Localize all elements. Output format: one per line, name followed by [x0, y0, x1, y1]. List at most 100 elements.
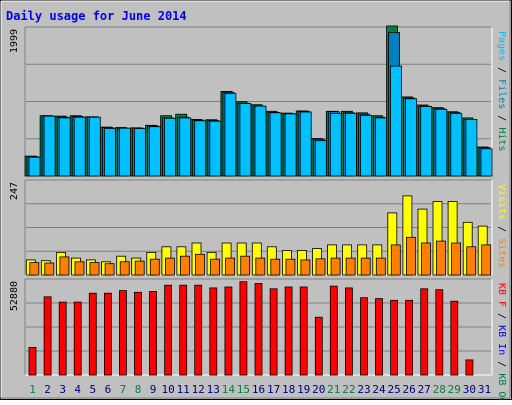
bar-sites-day-7 — [119, 261, 130, 276]
bar-pages-day-27 — [420, 106, 433, 177]
bar-kb-f-day-29 — [450, 300, 459, 376]
bar-kb-f-day-2 — [43, 296, 52, 376]
bar-pages-day-28 — [435, 109, 448, 177]
bar-kb-f-day-20 — [314, 316, 323, 376]
bar-pages-day-31 — [480, 148, 493, 177]
x-tick-label: 1 — [29, 383, 36, 396]
bar-kb-f-day-26 — [405, 299, 414, 376]
bar-kb-f-day-9 — [149, 291, 157, 376]
x-tick-label: 11 — [177, 383, 190, 396]
bar-sites-day-18 — [285, 258, 296, 276]
series-label-part: Hits — [496, 127, 507, 151]
bar-sites-day-23 — [360, 257, 371, 276]
panel-series-label: Visits / Sites — [496, 184, 507, 268]
bar-pages-day-7 — [119, 127, 131, 177]
x-tick-label: 30 — [463, 383, 476, 396]
x-tick-label: 14 — [222, 383, 236, 396]
x-tick-label: 4 — [74, 383, 81, 396]
series-label-part: Pages — [496, 31, 507, 61]
bar-pages-day-19 — [299, 111, 312, 177]
series-label-part: / — [496, 220, 507, 238]
bar-pages-day-22 — [344, 113, 357, 177]
bar-pages-day-25 — [390, 65, 403, 177]
x-tick-label: 18 — [282, 383, 295, 396]
x-tick-label: 27 — [418, 383, 431, 396]
bar-kb-f-day-21 — [329, 285, 338, 376]
x-tick-label: 23 — [357, 383, 370, 396]
bar-pages-day-17 — [269, 112, 282, 177]
bar-sites-day-19 — [300, 259, 311, 276]
bar-pages-day-1 — [28, 156, 41, 177]
x-tick-label: 3 — [59, 383, 66, 396]
bar-kb-f-day-5 — [88, 292, 97, 376]
bar-kb-f-day-6 — [104, 292, 112, 376]
panel-top: 1999 Pages / Files / Hits — [9, 25, 507, 177]
bar-pages-day-5 — [88, 116, 101, 177]
bar-sites-day-22 — [345, 257, 356, 276]
bar-kb-f-day-11 — [179, 284, 188, 376]
bar-pages-day-8 — [134, 128, 146, 177]
bar-sites-day-5 — [89, 262, 100, 276]
series-label-part: Files — [496, 79, 507, 109]
series-label-part: / — [496, 307, 507, 325]
panel-bottom: 52880 KB F / KB In / KB Out — [9, 278, 507, 405]
panel-middle: 247 Visits / Sites — [9, 179, 507, 276]
bar-pages-day-30 — [465, 119, 478, 177]
bar-sites-day-12 — [195, 253, 205, 276]
bar-pages-day-12 — [194, 120, 207, 177]
series-label-part: / — [496, 61, 507, 79]
series-label-part: / — [496, 109, 507, 127]
bar-kb-f-day-14 — [224, 286, 233, 376]
x-axis-labels: 1 2 3 4 5 6 7 8 9 10 11 12 13 14 15 16 17 18 19 20 21 22 23 24 2… — [29, 383, 491, 396]
x-tick-label: 10 — [161, 383, 174, 396]
bar-sites-day-25 — [390, 244, 401, 276]
bar-kb-f-day-19 — [299, 286, 308, 376]
bar-sites-day-13 — [210, 258, 221, 276]
x-tick-label: 2 — [44, 383, 51, 396]
bar-sites-day-1 — [29, 262, 40, 276]
bar-sites-day-11 — [179, 255, 190, 276]
x-tick-label: 5 — [89, 383, 96, 396]
bar-kb-f-day-17 — [269, 288, 278, 376]
series-label-part: Sites — [496, 238, 507, 268]
bar-kb-f-day-12 — [194, 284, 203, 376]
x-tick-label: 6 — [105, 383, 112, 396]
series-label-part: KB In — [496, 325, 507, 355]
panel-max-label: 247 — [9, 182, 20, 200]
bar-pages-day-20 — [314, 140, 327, 177]
x-tick-label: 12 — [192, 383, 205, 396]
bar-sites-day-6 — [104, 263, 115, 276]
bar-sites-day-29 — [451, 242, 462, 276]
bar-sites-day-30 — [466, 246, 477, 276]
bar-sites-day-21 — [330, 257, 341, 276]
chart-title: Daily usage for June 2014 — [6, 9, 187, 23]
series-label-part: KB F — [496, 283, 507, 307]
bar-pages-day-3 — [58, 117, 71, 177]
bar-sites-day-10 — [164, 257, 175, 276]
bar-pages-day-10 — [164, 117, 177, 177]
bar-pages-day-18 — [284, 113, 297, 177]
bar-pages-day-6 — [104, 128, 116, 177]
series-label-part: / — [496, 355, 507, 373]
bar-sites-day-2 — [44, 262, 55, 276]
bar-kb-f-day-22 — [344, 287, 353, 376]
bar-kb-f-day-1 — [28, 346, 37, 376]
bar-sites-day-31 — [481, 244, 492, 276]
bar-pages-day-16 — [254, 105, 267, 177]
x-tick-label: 31 — [478, 383, 491, 396]
bar-sites-day-16 — [255, 257, 266, 276]
x-tick-label: 8 — [135, 383, 142, 396]
bar-kb-f-day-16 — [254, 283, 263, 376]
x-tick-label: 21 — [327, 383, 340, 396]
x-tick-label: 17 — [267, 383, 280, 396]
series-label-part: Visits — [496, 184, 507, 220]
bar-kb-f-day-24 — [375, 298, 383, 376]
bar-pages-day-9 — [149, 126, 161, 177]
bar-sites-day-8 — [134, 260, 145, 276]
x-tick-label: 15 — [237, 383, 250, 396]
series-label-part: KB Out — [496, 373, 507, 400]
bar-pages-day-29 — [450, 113, 463, 177]
x-tick-label: 28 — [433, 383, 446, 396]
panel-series-label: KB F / KB In / KB Out — [496, 283, 507, 400]
